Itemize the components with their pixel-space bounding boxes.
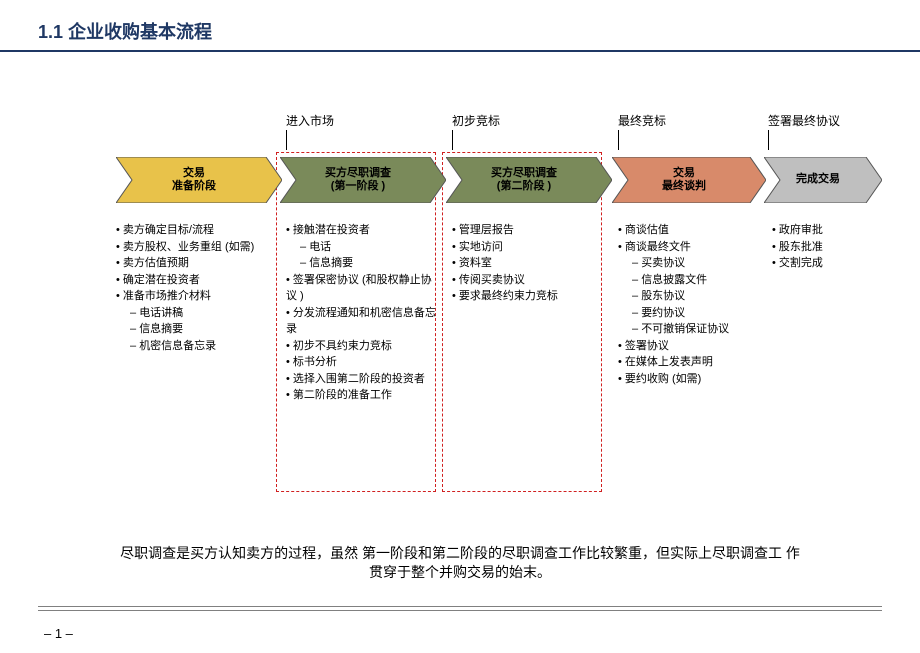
- bullet-item: 买卖协议: [618, 255, 758, 272]
- bullet-item: 要约协议: [618, 305, 758, 322]
- milestone-tick: [286, 130, 287, 150]
- bullet-item: 管理层报告: [452, 222, 602, 239]
- milestone-tick: [768, 130, 769, 150]
- stage-arrow: 买方尽职调查(第二阶段 ): [446, 157, 612, 203]
- stage-arrow: 交易最终谈判: [612, 157, 766, 203]
- bullet-item: 分发流程通知和机密信息备忘录: [286, 305, 436, 338]
- bullet-item: 实地访问: [452, 239, 602, 256]
- bullet-item: 商谈估值: [618, 222, 758, 239]
- bullet-item: 信息披露文件: [618, 272, 758, 289]
- bullet-item: 要求最终约束力竞标: [452, 288, 602, 305]
- footer-rule-2: [38, 610, 882, 611]
- title-bar: 1.1 企业收购基本流程: [0, 0, 920, 52]
- milestone-tick: [618, 130, 619, 150]
- milestone-label: 进入市场: [286, 112, 334, 129]
- bullet-item: 信息摘要: [116, 321, 276, 338]
- bullet-item: 第二阶段的准备工作: [286, 387, 436, 404]
- bullet-item: 签署协议: [618, 338, 758, 355]
- bullet-item: 选择入围第二阶段的投资者: [286, 371, 436, 388]
- bullet-item: 签署保密协议 (和股权静止协议 ): [286, 272, 436, 305]
- bullet-column: 商谈估值商谈最终文件买卖协议信息披露文件股东协议要约协议不可撤销保证协议签署协议…: [618, 222, 758, 387]
- milestone-label: 最终竞标: [618, 112, 666, 129]
- bullet-item: 电话讲稿: [116, 305, 276, 322]
- bullet-item: 初步不具约束力竞标: [286, 338, 436, 355]
- footer-rule-1: [38, 606, 882, 607]
- process-diagram: 进入市场 初步竞标 最终竞标 签署最终协议 交易准备阶段买方尽职调查(第一阶段 ) 买方…: [38, 112, 882, 512]
- caption-text: 尽职调查是买方认知卖方的过程，虽然 第一阶段和第二阶段的尽职调查工作比较繁重，但…: [0, 544, 920, 583]
- bullet-item: 要约收购 (如需): [618, 371, 758, 388]
- stage-arrow: 交易准备阶段: [116, 157, 282, 203]
- bullet-item: 确定潜在投资者: [116, 272, 276, 289]
- bullet-item: 商谈最终文件: [618, 239, 758, 256]
- bullet-column: 政府审批股东批准交割完成: [772, 222, 882, 272]
- milestone-tick: [452, 130, 453, 150]
- bullet-column: 卖方确定目标/流程卖方股权、业务重组 (如需)卖方估值预期确定潜在投资者准备市场…: [116, 222, 276, 354]
- stage-arrow-label: 买方尽职调查(第二阶段 ): [456, 157, 592, 203]
- bullet-item: 机密信息备忘录: [116, 338, 276, 355]
- bullet-item: 电话: [286, 239, 436, 256]
- bullet-item: 卖方确定目标/流程: [116, 222, 276, 239]
- bullet-item: 接触潜在投资者: [286, 222, 436, 239]
- page-title: 1.1 企业收购基本流程: [38, 18, 920, 44]
- stage-arrow-label: 完成交易: [774, 157, 862, 203]
- arrows-row: 交易准备阶段买方尽职调查(第一阶段 ) 买方尽职调查(第二阶段 ) 交易最终谈判完成…: [38, 157, 882, 207]
- stage-arrow: 买方尽职调查(第一阶段 ): [280, 157, 446, 203]
- bullet-item: 传阅买卖协议: [452, 272, 602, 289]
- bullet-item: 在媒体上发表声明: [618, 354, 758, 371]
- bullet-column: 接触潜在投资者电话信息摘要签署保密协议 (和股权静止协议 )分发流程通知和机密信…: [286, 222, 436, 404]
- stage-arrow: 完成交易: [764, 157, 882, 203]
- stage-arrow-label: 交易最终谈判: [622, 157, 746, 203]
- stage-arrow-label: 交易准备阶段: [126, 157, 262, 203]
- bullet-item: 股东批准: [772, 239, 882, 256]
- bullet-item: 标书分析: [286, 354, 436, 371]
- bullet-item: 卖方估值预期: [116, 255, 276, 272]
- bullet-item: 交割完成: [772, 255, 882, 272]
- milestone-label: 初步竞标: [452, 112, 500, 129]
- bullet-item: 准备市场推介材料: [116, 288, 276, 305]
- bullet-item: 政府审批: [772, 222, 882, 239]
- milestone-label: 签署最终协议: [768, 112, 840, 129]
- bullet-item: 股东协议: [618, 288, 758, 305]
- bullet-item: 信息摘要: [286, 255, 436, 272]
- page-number: – 1 –: [44, 626, 73, 641]
- bullet-item: 卖方股权、业务重组 (如需): [116, 239, 276, 256]
- bullet-item: 不可撤销保证协议: [618, 321, 758, 338]
- bullet-item: 资料室: [452, 255, 602, 272]
- bullet-column: 管理层报告实地访问资料室传阅买卖协议要求最终约束力竞标: [452, 222, 602, 305]
- stage-arrow-label: 买方尽职调查(第一阶段 ): [290, 157, 426, 203]
